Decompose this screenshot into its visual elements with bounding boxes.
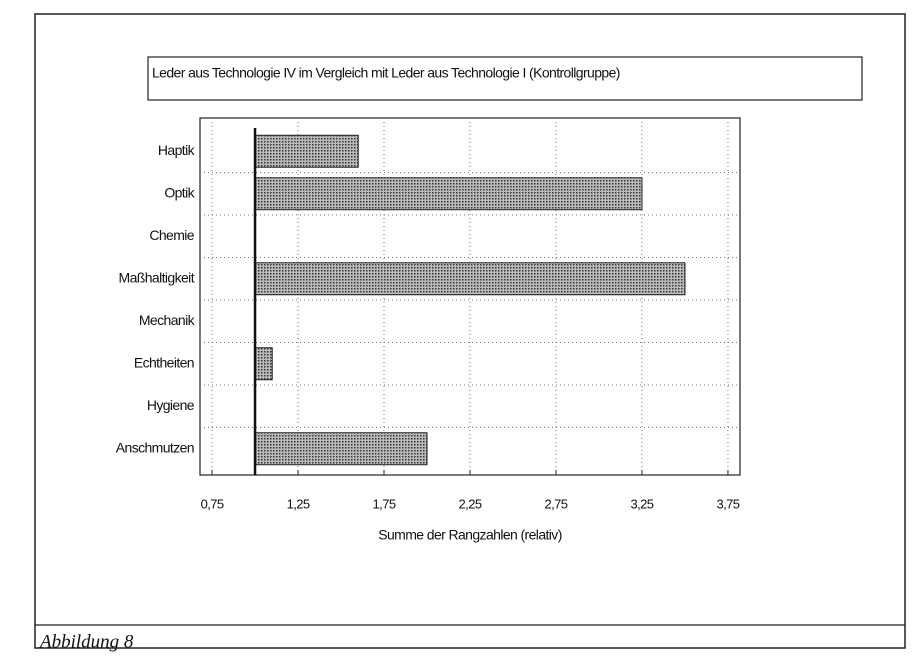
y-tick-label: Optik xyxy=(164,184,195,200)
x-tick-label: 3,25 xyxy=(631,496,654,511)
chart-title: Leder aus Technologie IV im Vergleich mi… xyxy=(152,65,620,81)
plot-frame xyxy=(199,117,741,476)
x-tick-label: 2,75 xyxy=(545,496,568,511)
y-tick-label: Haptik xyxy=(158,142,196,158)
x-tick-label: 1,75 xyxy=(373,496,396,511)
bar xyxy=(254,432,428,466)
bar xyxy=(254,347,273,381)
x-tick-label: 1,25 xyxy=(287,496,310,511)
y-tick-label: Chemie xyxy=(149,227,194,243)
y-tick-label: Maßhaltigkeit xyxy=(119,269,195,285)
y-tick-label: Mechanik xyxy=(139,312,196,328)
x-axis-label: Summe der Rangzahlen (relativ) xyxy=(378,527,562,543)
bar xyxy=(254,177,643,211)
x-tick-label: 0,75 xyxy=(201,496,224,511)
y-tick-label: Hygiene xyxy=(147,397,195,413)
caption: Abbildung 8 xyxy=(38,631,134,652)
x-tick-label: 3,75 xyxy=(717,496,740,511)
figure-frame xyxy=(34,13,906,649)
x-tick-label: 2,25 xyxy=(459,496,482,511)
bar xyxy=(254,134,359,168)
y-tick-label: Anschmutzen xyxy=(116,439,194,455)
y-tick-label: Echtheiten xyxy=(134,354,194,370)
title-box xyxy=(147,56,863,101)
bar xyxy=(254,262,686,296)
